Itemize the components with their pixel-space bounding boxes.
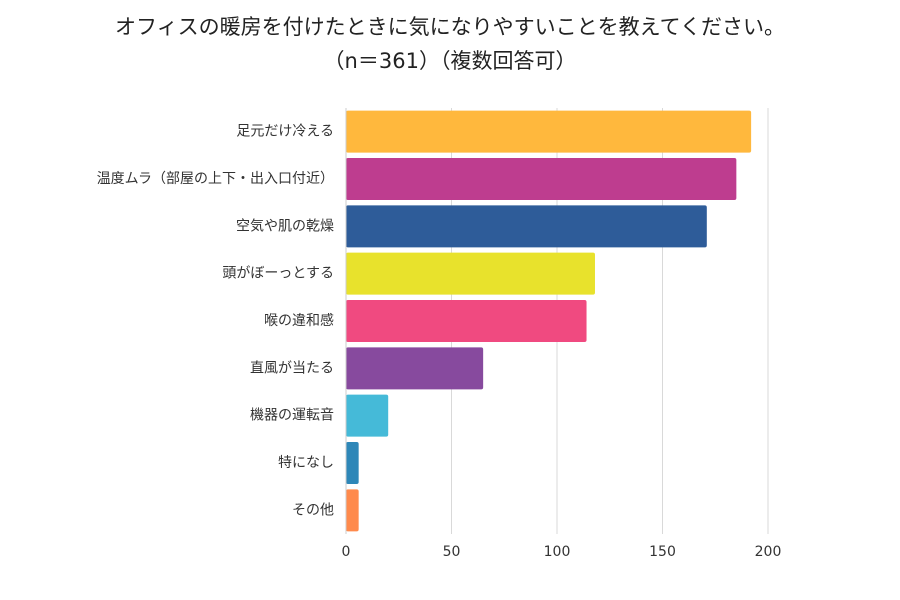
bar-1 bbox=[346, 110, 752, 153]
category-label-1: 足元だけ冷える bbox=[236, 124, 334, 140]
x-tick-label-100: 100 bbox=[544, 544, 571, 560]
bar-9 bbox=[346, 489, 359, 532]
chart-title: オフィスの暖房を付けたときに気になりやすいことを教えてください。 （n＝361）… bbox=[0, 10, 900, 78]
category-label-4: 頭がぼーっとする bbox=[222, 266, 334, 282]
bar-7 bbox=[346, 394, 389, 437]
category-label-8: 特になし bbox=[278, 455, 334, 471]
x-tick-label-200: 200 bbox=[755, 544, 782, 560]
category-label-2: 温度ムラ（部屋の上下・出入口付近） bbox=[97, 171, 334, 187]
bar-2 bbox=[346, 158, 737, 200]
category-label-7: 機器の運転音 bbox=[250, 407, 334, 424]
category-label-9: その他 bbox=[292, 502, 334, 518]
bar-5 bbox=[346, 300, 587, 342]
x-tick-label-50: 50 bbox=[443, 544, 461, 560]
bar-4 bbox=[346, 252, 595, 295]
category-label-3: 空気や肌の乾燥 bbox=[236, 218, 334, 234]
category-label-5: 喉の違和感 bbox=[264, 312, 334, 329]
bar-6 bbox=[346, 347, 484, 390]
chart-title-line2: （n＝361）（複数回答可） bbox=[323, 49, 577, 73]
x-tick-label-0: 0 bbox=[342, 544, 351, 560]
category-label-6: 直風が当たる bbox=[250, 359, 334, 376]
bar-8 bbox=[346, 442, 359, 484]
x-tick-label-150: 150 bbox=[649, 544, 676, 560]
chart-title-line1: オフィスの暖房を付けたときに気になりやすいことを教えてください。 bbox=[115, 15, 785, 39]
bar-3 bbox=[346, 205, 707, 248]
